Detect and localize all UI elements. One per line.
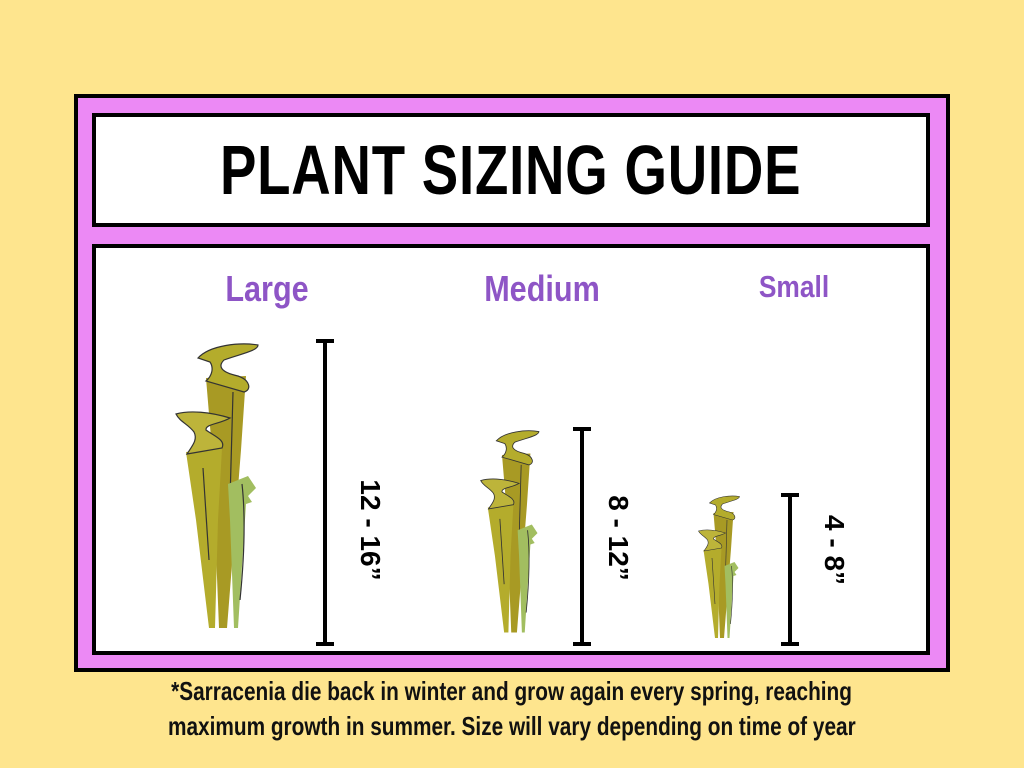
plant-large [175, 343, 259, 629]
height-bars [316, 339, 799, 646]
size-range-medium: 8 - 12” [603, 495, 634, 581]
size-heading-small: Small [758, 269, 830, 304]
size-heading-medium: Medium [484, 268, 600, 309]
page-title: PLANT SIZING GUIDE [220, 131, 802, 209]
size-heading-large: Large [225, 268, 309, 309]
footnote-line-2: maximum growth in summer. Size will vary… [0, 711, 1024, 742]
plant-medium [480, 430, 540, 633]
size-range-large: 12 - 16” [355, 479, 386, 581]
title-box: PLANT SIZING GUIDE [92, 113, 930, 227]
size-range-small: 4 - 8” [819, 514, 850, 586]
footnote-text-1: *Sarracenia die back in winter and grow … [171, 676, 853, 706]
footnote-text-2: maximum growth in summer. Size will vary… [168, 711, 856, 741]
footnote-line-1: *Sarracenia die back in winter and grow … [0, 676, 1024, 707]
plant-small [698, 495, 740, 639]
